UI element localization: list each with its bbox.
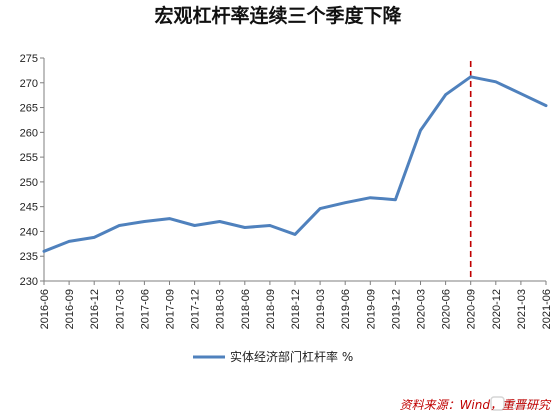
- data-point: [118, 224, 121, 227]
- x-tick-label: 2020-09: [466, 289, 478, 329]
- x-tick-label: 2018-03: [215, 289, 227, 329]
- x-tick-label: 2019-03: [315, 289, 327, 329]
- x-tick-label: 2016-12: [89, 289, 101, 329]
- x-tick-label: 2017-03: [114, 289, 126, 329]
- data-point: [168, 217, 171, 220]
- data-point: [218, 220, 221, 223]
- x-tick-label: 2017-12: [190, 289, 202, 329]
- y-tick-label: 250: [20, 177, 38, 189]
- x-tick-label: 2019-09: [365, 289, 377, 329]
- data-point: [193, 224, 196, 227]
- y-tick-label: 245: [20, 202, 38, 214]
- data-point: [544, 104, 548, 107]
- data-point: [369, 196, 372, 199]
- data-point: [318, 207, 322, 210]
- data-point: [243, 226, 246, 229]
- data-point: [469, 75, 472, 79]
- data-point: [42, 250, 46, 253]
- y-tick-label: 255: [20, 152, 38, 164]
- y-tick-label: 235: [20, 251, 38, 263]
- watermark: 格隆汇: [490, 396, 539, 411]
- x-tick-label: 2016-09: [64, 289, 76, 329]
- data-point: [444, 93, 447, 96]
- data-point: [519, 92, 523, 95]
- legend: 实体经济部门杠杆率 %: [193, 349, 353, 364]
- y-tick-label: 240: [20, 226, 38, 238]
- plot-area: 230 235 240 245 250 255 260 265 270 275 2016-06 201…: [20, 53, 553, 329]
- data-point: [394, 198, 397, 201]
- x-tick-label: 2017-09: [165, 289, 177, 329]
- data-point: [494, 80, 497, 83]
- x-tick-label: 2019-06: [340, 289, 352, 329]
- x-tick-label: 2016-06: [39, 289, 51, 329]
- watermark-text: 格隆汇: [506, 397, 539, 411]
- x-tick-label: 2021-03: [516, 289, 528, 329]
- y-tick-label: 230: [20, 276, 38, 288]
- x-tick-label: 2020-03: [416, 289, 428, 329]
- x-tick-label: 2017-06: [139, 289, 151, 329]
- x-tick-label: 2019-12: [390, 289, 402, 329]
- data-point: [293, 233, 297, 236]
- y-tick-label: 275: [20, 53, 38, 65]
- x-tick-label: 2018-09: [265, 289, 277, 329]
- source-note: 资料来源：Wind，重晋研究: [400, 398, 552, 412]
- x-tick-label: 2020-06: [441, 289, 453, 329]
- x-tick-label: 2020-12: [491, 289, 503, 329]
- data-point: [268, 224, 272, 227]
- x-tick-label: 2018-12: [290, 289, 302, 329]
- chart-title: 宏观杠杆率连续三个季度下降: [154, 4, 402, 27]
- data-point: [143, 220, 146, 223]
- y-tick-label: 265: [20, 103, 38, 115]
- x-tick-label: 2018-06: [240, 289, 252, 329]
- data-point: [344, 201, 347, 204]
- data-point: [93, 236, 96, 239]
- data-point: [419, 129, 422, 132]
- y-tick-label: 270: [20, 78, 38, 90]
- y-tick-label: 260: [20, 127, 38, 139]
- legend-label: 实体经济部门杠杆率 %: [230, 349, 353, 364]
- x-tick-label: 2021-06: [541, 289, 553, 329]
- data-point: [67, 240, 71, 243]
